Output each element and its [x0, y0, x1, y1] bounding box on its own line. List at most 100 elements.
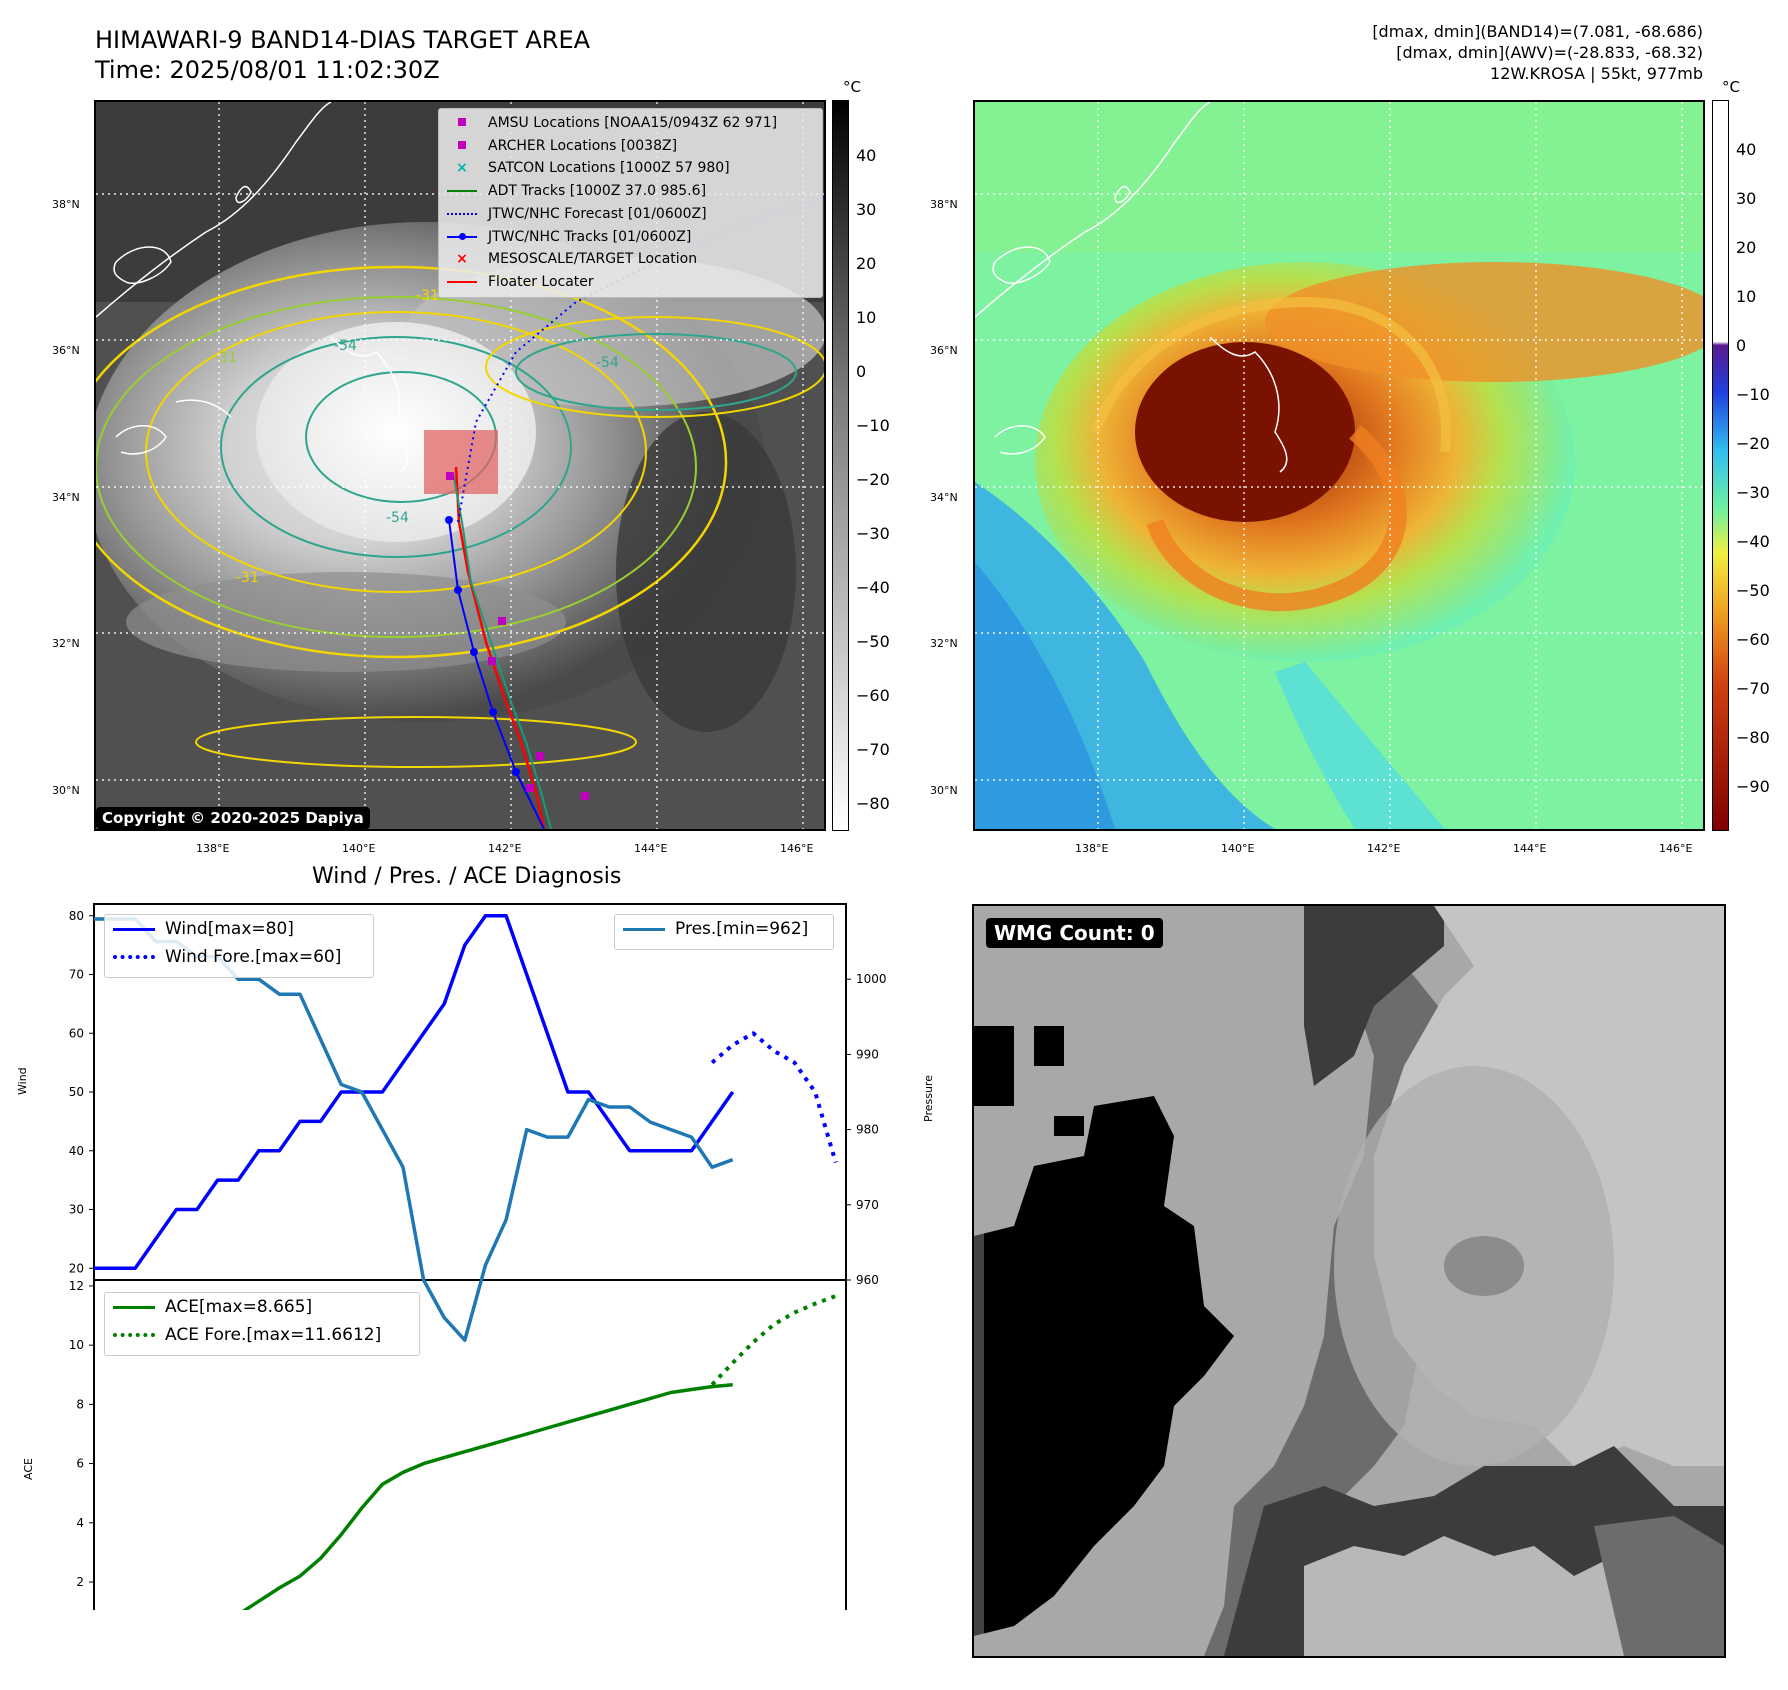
wind-tick-label: 20	[69, 1261, 84, 1275]
pressure-tick-label: 970	[856, 1198, 879, 1212]
ir-lat-label-36: 36°N	[52, 344, 80, 357]
wind-tick-label: 40	[69, 1144, 84, 1158]
wind-legend: Wind[max=80] Wind Fore.[max=60]	[104, 914, 374, 978]
dotted-line-icon	[447, 213, 477, 215]
info-line-band14: [dmax, dmin](BAND14)=(7.081, -68.686)	[1372, 22, 1703, 41]
ace-axes	[93, 1279, 847, 1610]
legend-label-floater: Floater Locater	[488, 274, 594, 290]
ir-tick: −10	[856, 416, 890, 435]
legend-row-target: × MESOSCALE/TARGET Location	[447, 251, 697, 271]
legend-label-wind: Wind[max=80]	[165, 919, 294, 939]
pressure-axis-label: Pressure	[922, 1075, 935, 1122]
contour-label-1: -31	[214, 350, 237, 366]
ace-tick-label: 6	[76, 1457, 84, 1471]
line-marker-icon	[447, 190, 477, 192]
legend-label-ace-fore: ACE Fore.[max=11.6612]	[165, 1325, 382, 1345]
legend-label-archer: ARCHER Locations [0038Z]	[488, 138, 678, 154]
ace-tick-label: 2	[76, 1575, 84, 1589]
square-marker-icon	[458, 141, 466, 149]
awv-tick: 30	[1736, 189, 1757, 208]
awv-lon-label-144: 144°E	[1513, 842, 1547, 855]
pressure-tick-label: 980	[856, 1123, 879, 1137]
contour-label-6: -31	[236, 570, 259, 586]
wind-tick-label: 80	[69, 909, 84, 923]
awv-lat-label-32: 32°N	[930, 637, 958, 650]
awv-tick: −40	[1736, 532, 1770, 551]
legend-row-pressure: Pres.[min=962]	[623, 919, 808, 939]
ir-lat-label-34: 34°N	[52, 491, 80, 504]
ir-lon-label-144: 144°E	[634, 842, 668, 855]
ace-tick-label: 10	[69, 1338, 84, 1352]
contour-label-4: -54	[386, 510, 409, 526]
awv-tick: −80	[1736, 728, 1770, 747]
page-subtitle-time: Time: 2025/08/01 11:02:30Z	[95, 56, 440, 84]
awv-tick: −10	[1736, 385, 1770, 404]
info-line-storm: 12W.KROSA | 55kt, 977mb	[1490, 64, 1703, 83]
legend-row-tracks: JTWC/NHC Tracks [01/0600Z]	[447, 229, 691, 249]
ir-tick: 10	[856, 308, 877, 327]
legend-row-wind: Wind[max=80]	[113, 919, 294, 939]
contour-label-2: -31	[416, 288, 439, 304]
contour-label-3: -54	[334, 338, 357, 354]
ir-tick: −50	[856, 632, 890, 651]
line-marker-icon	[447, 281, 477, 283]
wmg-image	[974, 906, 1724, 1656]
dot-line-icon	[447, 233, 477, 240]
ir-tick: 0	[856, 362, 867, 381]
awv-tick: 0	[1736, 336, 1747, 355]
ir-lon-label-142: 142°E	[488, 842, 522, 855]
awv-colorbar-unit: °C	[1722, 78, 1740, 96]
legend-row-wind-fore: Wind Fore.[max=60]	[113, 947, 341, 967]
wind-tick-label: 30	[69, 1203, 84, 1217]
legend-label-satcon: SATCON Locations [1000Z 57 980]	[488, 160, 730, 176]
ir-colorbar-ticks: 40 30 20 10 0 −10 −20 −30 −40 −50 −60 −7…	[856, 0, 916, 840]
ir-tick: 40	[856, 146, 877, 165]
legend-label-pressure: Pres.[min=962]	[675, 919, 809, 939]
ir-colorbar	[832, 100, 849, 831]
wind-tick-label: 70	[69, 968, 84, 982]
awv-lon-label-142: 142°E	[1367, 842, 1401, 855]
awv-lon-label-146: 146°E	[1659, 842, 1693, 855]
awv-lat-label-34: 34°N	[930, 491, 958, 504]
legend-row-ace-fore: ACE Fore.[max=11.6612]	[113, 1325, 381, 1345]
awv-lat-label-30: 30°N	[930, 784, 958, 797]
ir-lat-label-38: 38°N	[52, 198, 80, 211]
legend-row-ace: ACE[max=8.665]	[113, 1297, 312, 1317]
pressure-tick-label: 960	[856, 1273, 879, 1287]
awv-colorbar-ticks: 40 30 20 10 0 −10 −20 −30 −40 −50 −60 −7…	[1736, 0, 1786, 840]
dotted-line-icon	[113, 955, 155, 959]
pressure-tick-label: 990	[856, 1047, 879, 1061]
awv-tick: 40	[1736, 140, 1757, 159]
ir-tick: −60	[856, 686, 890, 705]
ir-tick: −30	[856, 524, 890, 543]
ir-lat-label-32: 32°N	[52, 637, 80, 650]
awv-tick: −60	[1736, 630, 1770, 649]
ace-forecast-line	[710, 1294, 837, 1387]
ace-axis-label: ACE	[22, 1458, 35, 1480]
awv-colorbar	[1712, 100, 1729, 831]
awv-lat-label-38: 38°N	[930, 198, 958, 211]
ir-lat-label-30: 30°N	[52, 784, 80, 797]
ir-tick: −80	[856, 794, 890, 813]
solid-line-icon	[113, 1305, 155, 1309]
ir-tick: 20	[856, 254, 877, 273]
square-marker-icon	[458, 118, 466, 126]
ir-lon-label-140: 140°E	[342, 842, 376, 855]
ir-lon-label-146: 146°E	[780, 842, 814, 855]
legend-row-amsu: AMSU Locations [NOAA15/0943Z 62 971]	[447, 115, 777, 135]
adt-track	[452, 471, 552, 829]
wind-tick-label: 60	[69, 1026, 84, 1040]
jtwc-track	[448, 519, 545, 829]
dotted-line-icon	[113, 1333, 155, 1337]
legend-label-adt: ADT Tracks [1000Z 37.0 985.6]	[488, 183, 707, 199]
ace-tick-label: 8	[76, 1397, 84, 1411]
awv-lat-label-36: 36°N	[930, 344, 958, 357]
ir-tick: −20	[856, 470, 890, 489]
diagnosis-title: Wind / Pres. / ACE Diagnosis	[312, 864, 622, 889]
legend-row-archer: ARCHER Locations [0038Z]	[447, 138, 677, 158]
wind-axis-label: Wind	[16, 1067, 29, 1095]
awv-tick: −20	[1736, 434, 1770, 453]
pressure-series-line	[94, 917, 734, 1342]
awv-lon-label-138: 138°E	[1075, 842, 1109, 855]
awv-map-image	[975, 102, 1703, 829]
